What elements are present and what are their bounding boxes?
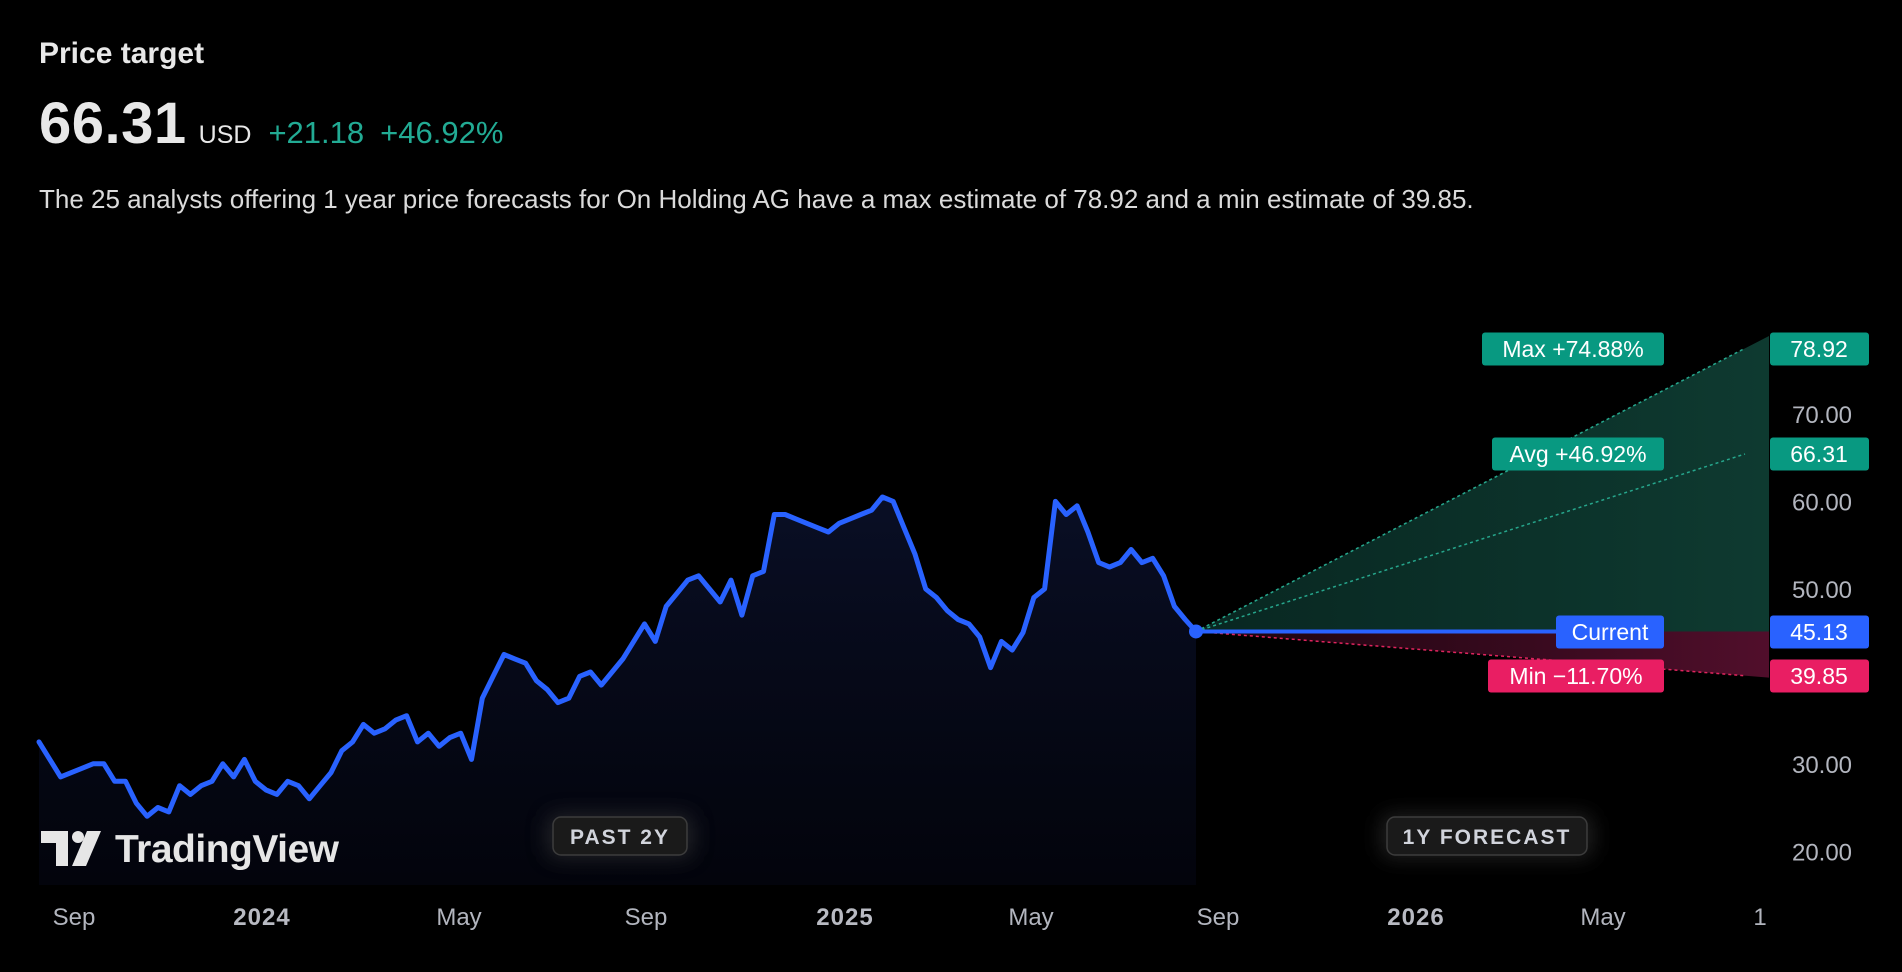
page-title: Price target	[39, 37, 205, 70]
max-price-label-text: Max +74.88%	[1502, 336, 1643, 362]
history-area	[39, 497, 1196, 885]
y-tick-label: 20.00	[1792, 839, 1852, 866]
tradingview-wordmark: TradingView	[115, 828, 340, 871]
forecast-upside-area	[1196, 335, 1769, 632]
y-tick-label: 60.00	[1792, 489, 1852, 516]
max-price-label-badge	[1482, 332, 1664, 366]
avg-price-label: Avg +46.92% 66.31	[1492, 437, 1869, 471]
x-tick-label: May	[1580, 904, 1625, 931]
forecast-layer	[1189, 335, 1769, 678]
x-tick-label: 2026	[1387, 904, 1444, 931]
max-price-label: Max +74.88% 78.92	[1482, 332, 1869, 366]
current-price-label-value: 45.13	[1790, 619, 1848, 645]
forecast-description: The 25 analysts offering 1 year price fo…	[39, 184, 1474, 214]
min-price-label-value-badge	[1770, 659, 1869, 693]
history-price-line	[36, 494, 1199, 819]
min-price-label-value: 39.85	[1790, 663, 1848, 689]
x-tick-label: Sep	[625, 904, 668, 931]
forecast-period-pill-text: 1Y FORECAST	[1403, 826, 1572, 849]
avg-price-label-value: 66.31	[1790, 441, 1848, 467]
y-tick-label: 50.00	[1792, 577, 1852, 604]
tradingview-logo-mark-slash	[72, 831, 101, 866]
tradingview-logo-mark-dot	[72, 831, 84, 843]
current-price-point	[1189, 624, 1203, 639]
current-price-label: Current 45.13	[1556, 615, 1869, 649]
current-price-label-text: Current	[1572, 619, 1649, 645]
forecast-period-pill: 1Y FORECAST	[1381, 814, 1593, 858]
y-tick-label: 30.00	[1792, 752, 1852, 779]
avg-price-label-text: Avg +46.92%	[1509, 441, 1646, 467]
min-price-label: Min −11.70% 39.85	[1488, 659, 1869, 693]
min-price-label-badge	[1488, 659, 1664, 693]
max-price-label-value: 78.92	[1790, 336, 1848, 362]
x-tick-label: Sep	[1197, 904, 1240, 931]
avg-price-label-value-badge	[1770, 437, 1869, 471]
forecast-avg-line	[1195, 453, 1746, 633]
max-price-label-value-badge	[1770, 332, 1869, 366]
past-period-pill-text: PAST 2Y	[570, 826, 670, 849]
min-price-label-text: Min −11.70%	[1509, 663, 1642, 689]
price-row: 66.31 USD +21.18 +46.92%	[39, 90, 503, 157]
forecast-period-pill-bg	[1386, 816, 1588, 856]
chart-overlays: PAST 2Y 1Y FORECAST TradingView	[41, 814, 1593, 871]
currency-label: USD	[198, 121, 252, 149]
forecast-max-line	[1195, 347, 1746, 633]
x-tick-label: 2024	[233, 904, 290, 931]
x-tick-label: May	[1008, 904, 1053, 931]
price-change-percent: +46.92%	[380, 115, 504, 150]
y-tick-label: 70.00	[1792, 402, 1852, 429]
y-axis: 20.00 30.00 50.00 60.00 70.00	[1792, 402, 1852, 866]
tradingview-logo-mark-t	[41, 831, 68, 866]
avg-price-label-badge	[1492, 437, 1664, 471]
current-price-label-value-badge	[1770, 615, 1869, 649]
x-tick-label: 2025	[816, 904, 873, 931]
price-target-value: 66.31	[39, 91, 187, 156]
x-tick-label: May	[436, 904, 481, 931]
tradingview-logo: TradingView	[41, 828, 340, 871]
x-axis: Sep 2024 May Sep 2025 May Sep 2026 May 1	[53, 904, 1767, 931]
price-labels: Max +74.88% 78.92 Avg +46.92% 66.31 Current 4…	[1482, 332, 1869, 693]
price-change: +21.18	[268, 115, 365, 150]
history-layer	[36, 494, 1199, 885]
past-period-pill: PAST 2Y	[547, 814, 693, 858]
current-price-label-badge	[1556, 615, 1664, 649]
past-period-pill-bg	[552, 816, 688, 856]
x-tick-label: 1	[1753, 904, 1766, 931]
x-tick-label: Sep	[53, 904, 96, 931]
